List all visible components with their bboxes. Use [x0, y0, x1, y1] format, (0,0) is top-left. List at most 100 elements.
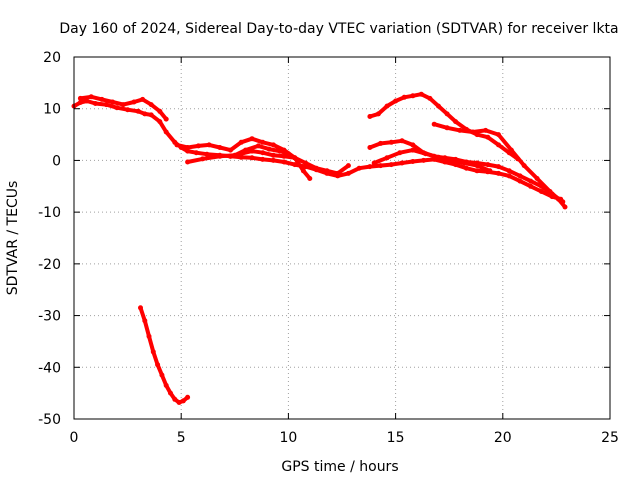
- data-point: [436, 103, 441, 109]
- data-point: [388, 162, 394, 168]
- data-point: [335, 170, 341, 176]
- data-point: [103, 102, 109, 108]
- x-tick-label: 25: [601, 430, 619, 446]
- data-point: [99, 96, 105, 102]
- data-point: [270, 157, 276, 163]
- data-point: [249, 136, 255, 142]
- data-point: [270, 152, 276, 158]
- y-tick-label: -20: [38, 257, 61, 273]
- data-point: [418, 91, 424, 97]
- data-point: [356, 165, 362, 171]
- data-point: [528, 183, 534, 189]
- chart-title: Day 160 of 2024, Sidereal Day-to-day VTE…: [59, 21, 618, 37]
- y-axis-label: SDTVAR / TECUs: [5, 181, 21, 296]
- data-point: [303, 160, 309, 166]
- plot-frame: [73, 56, 611, 420]
- data-point: [444, 125, 450, 131]
- data-point: [77, 95, 83, 101]
- data-point: [281, 153, 287, 159]
- data-point: [485, 134, 491, 140]
- data-point: [238, 151, 244, 157]
- x-tick-label: 20: [494, 430, 512, 446]
- data-point: [84, 98, 90, 104]
- data-point: [410, 93, 416, 99]
- data-point: [423, 151, 429, 157]
- series-arc-tail-right: [431, 121, 568, 210]
- data-point: [249, 155, 255, 161]
- data-point: [185, 148, 191, 154]
- data-point: [388, 139, 394, 145]
- data-point: [193, 150, 199, 156]
- y-tick-label: 20: [43, 50, 61, 66]
- data-point: [292, 162, 298, 168]
- x-tick-label: 0: [70, 430, 79, 446]
- data-point: [474, 168, 480, 174]
- data-point: [538, 189, 544, 194]
- data-point: [120, 102, 126, 108]
- data-point: [146, 333, 152, 339]
- y-tick-label: 0: [52, 153, 61, 169]
- data-point: [277, 148, 283, 154]
- series-line: [372, 148, 492, 173]
- data-point: [474, 163, 480, 169]
- y-tick-label: -50: [38, 412, 61, 428]
- grid-lines: [74, 57, 610, 419]
- data-point: [148, 112, 154, 118]
- data-point: [399, 138, 405, 144]
- data-point: [155, 362, 161, 368]
- data-point: [249, 148, 255, 154]
- series-arc-upper-left: [77, 94, 169, 122]
- data-point: [470, 129, 476, 135]
- data-point: [410, 147, 416, 153]
- data-point: [300, 168, 306, 174]
- data-point: [384, 103, 390, 109]
- data-point: [77, 100, 83, 105]
- data-point: [204, 151, 210, 157]
- data-point: [378, 163, 384, 169]
- data-point: [260, 139, 266, 145]
- data-point: [453, 119, 459, 125]
- data-point: [378, 140, 384, 146]
- data-point: [228, 147, 233, 153]
- data-point: [281, 159, 287, 165]
- data-point: [345, 163, 351, 169]
- data-point: [88, 94, 94, 100]
- data-point: [228, 153, 233, 159]
- data-point: [148, 102, 154, 108]
- data-point: [562, 204, 568, 210]
- data-point: [547, 189, 553, 194]
- data-point: [142, 111, 148, 117]
- data-point: [238, 139, 244, 145]
- data-point: [410, 142, 416, 148]
- data-point: [427, 95, 433, 101]
- data-point: [371, 160, 377, 166]
- data-point: [506, 173, 512, 179]
- data-point: [180, 398, 186, 404]
- data-point: [399, 160, 405, 166]
- data-point: [528, 178, 534, 184]
- axis-ticks: 0 5 10 15 20 25 -50 -40 -30 -20 -10 0 10 20: [38, 50, 619, 446]
- data-point: [114, 105, 120, 111]
- data-point: [172, 396, 178, 402]
- data-point: [260, 156, 266, 162]
- data-point: [270, 142, 276, 148]
- data-point: [367, 145, 373, 150]
- data-point: [255, 143, 261, 149]
- data-point: [142, 318, 148, 324]
- x-tick-label: 10: [279, 430, 297, 446]
- x-tick-label: 15: [387, 430, 405, 446]
- data-point: [163, 116, 169, 122]
- data-point: [436, 154, 441, 160]
- series-arc-sub-right: [371, 147, 493, 174]
- data-point: [174, 142, 180, 148]
- data-point: [266, 146, 272, 152]
- data-series: [71, 91, 568, 405]
- data-point: [384, 155, 390, 161]
- data-point: [157, 108, 163, 114]
- data-point: [313, 165, 319, 171]
- data-point: [200, 156, 206, 162]
- data-point: [367, 164, 373, 170]
- data-point: [483, 127, 489, 133]
